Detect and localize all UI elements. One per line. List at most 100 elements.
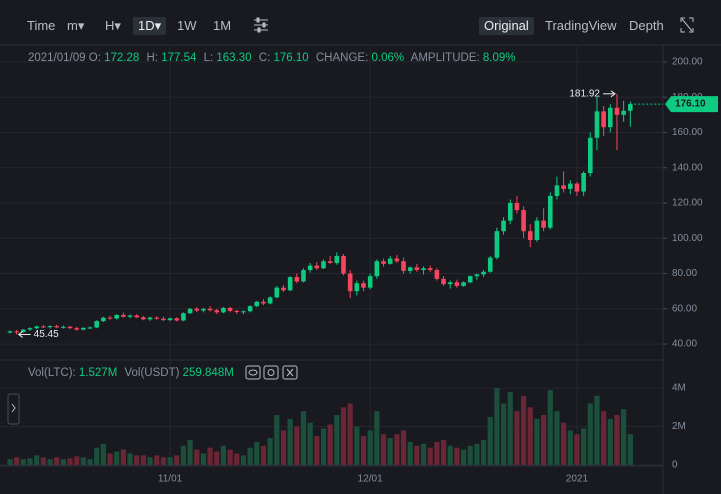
x-tick-label: 2021	[566, 474, 589, 485]
volume-bar	[174, 455, 180, 465]
y-tick-label: 120.00	[672, 198, 703, 209]
panel-toggle[interactable]	[7, 393, 20, 425]
candle-body	[347, 273, 353, 292]
candle-body	[201, 308, 206, 311]
toolbar-item[interactable]: 1D▾	[133, 17, 167, 35]
fullscreen-icon[interactable]	[680, 17, 694, 33]
candle-body	[367, 276, 373, 288]
eye-button[interactable]	[245, 365, 261, 380]
candle-body	[507, 202, 513, 221]
volume-bar	[154, 455, 160, 465]
toolbar-item[interactable]: m▾	[67, 18, 85, 33]
header-value: 0.06%	[371, 52, 405, 64]
candle-body	[334, 255, 340, 263]
header-label: L:	[203, 52, 214, 64]
view-tab[interactable]: TradingView	[545, 18, 617, 33]
toggle-icon	[11, 403, 16, 413]
volume-bar	[507, 391, 513, 465]
candle-body	[527, 231, 533, 241]
candle-body	[401, 261, 406, 271]
candle-body	[254, 301, 260, 307]
volume-bar	[340, 407, 347, 465]
volume-bar	[127, 453, 133, 465]
candle-body	[621, 110, 626, 115]
volume-bar	[294, 426, 300, 465]
header-value: 163.30	[216, 52, 252, 64]
candle-body	[47, 326, 53, 328]
candle-body	[461, 282, 466, 286]
volume-bar	[360, 436, 367, 465]
candle-body	[261, 301, 266, 304]
candle-body	[287, 277, 293, 291]
y-tick-label: 140.00	[672, 162, 703, 173]
close-button[interactable]	[282, 365, 298, 380]
candle-body	[234, 310, 240, 312]
volume-bar	[601, 411, 607, 465]
volume-bar	[80, 457, 86, 465]
candle-body	[14, 331, 19, 333]
header-label: AMPLITUDE:	[410, 52, 480, 64]
vol-icons	[245, 365, 298, 380]
toolbar-item[interactable]: 1W	[177, 18, 197, 33]
candle-body	[207, 308, 213, 311]
candle-body	[81, 327, 86, 330]
volume-bar	[120, 449, 126, 465]
volume-bar	[394, 434, 400, 465]
volume-bar	[140, 455, 146, 465]
low-label: 45.45	[34, 329, 59, 340]
volume-bar	[407, 441, 413, 465]
candle-body	[181, 313, 186, 321]
candle-body	[61, 326, 66, 328]
volume-bar	[614, 415, 620, 465]
settings-button[interactable]	[263, 365, 279, 380]
volume-value: 259.848M	[182, 367, 234, 379]
volume-bar	[300, 411, 307, 465]
last-price-tag	[665, 96, 718, 113]
candle-body	[314, 265, 320, 269]
settings-icon[interactable]	[254, 17, 268, 33]
view-tab[interactable]: Depth	[629, 18, 664, 33]
header-date: 2021/01/09	[28, 52, 86, 64]
high-label: 181.92	[569, 88, 600, 99]
volume-bar	[454, 447, 460, 465]
toolbar-item[interactable]: 1M	[213, 18, 232, 33]
volume-header: Vol(LTC): 1.527M Vol(USDT) 259.848M	[28, 367, 238, 379]
candle-body	[247, 306, 253, 312]
toolbar-text: 1D	[138, 18, 155, 33]
candle-body	[161, 318, 166, 321]
volume-bar	[247, 447, 253, 465]
volume-tick-label: 2M	[672, 421, 686, 432]
candle-body	[187, 308, 193, 314]
volume-bar	[227, 449, 233, 465]
candle-body	[628, 104, 633, 111]
candle-body	[547, 195, 553, 228]
toolbar-item[interactable]: H▾	[105, 18, 121, 33]
candle-body	[421, 268, 426, 271]
volume-bar	[567, 430, 573, 465]
volume-bar	[34, 455, 40, 465]
candle-body	[608, 107, 613, 128]
volume-bar	[547, 390, 553, 465]
volume-bar	[594, 395, 600, 465]
candle-body	[574, 183, 580, 192]
y-tick-label: 100.00	[672, 233, 703, 244]
header-value: 172.28	[104, 52, 140, 64]
volume-bar	[107, 453, 113, 465]
volume-bar	[254, 441, 260, 465]
candle-body	[107, 317, 113, 319]
toolbar-item[interactable]: Time	[27, 18, 56, 33]
volume-bar	[334, 415, 340, 465]
candle-body	[361, 283, 366, 288]
candle-body	[567, 183, 573, 189]
candle-body	[554, 185, 560, 196]
candle-body	[74, 328, 79, 330]
volume-bar	[374, 411, 380, 465]
volume-bar	[87, 459, 93, 465]
y-tick-label: 160.00	[672, 127, 703, 138]
candle-body	[467, 276, 473, 283]
volume-bar	[27, 458, 33, 465]
toolbar-text: H	[105, 18, 115, 33]
header-label: O:	[88, 52, 101, 64]
view-tab[interactable]: Original	[479, 17, 534, 35]
